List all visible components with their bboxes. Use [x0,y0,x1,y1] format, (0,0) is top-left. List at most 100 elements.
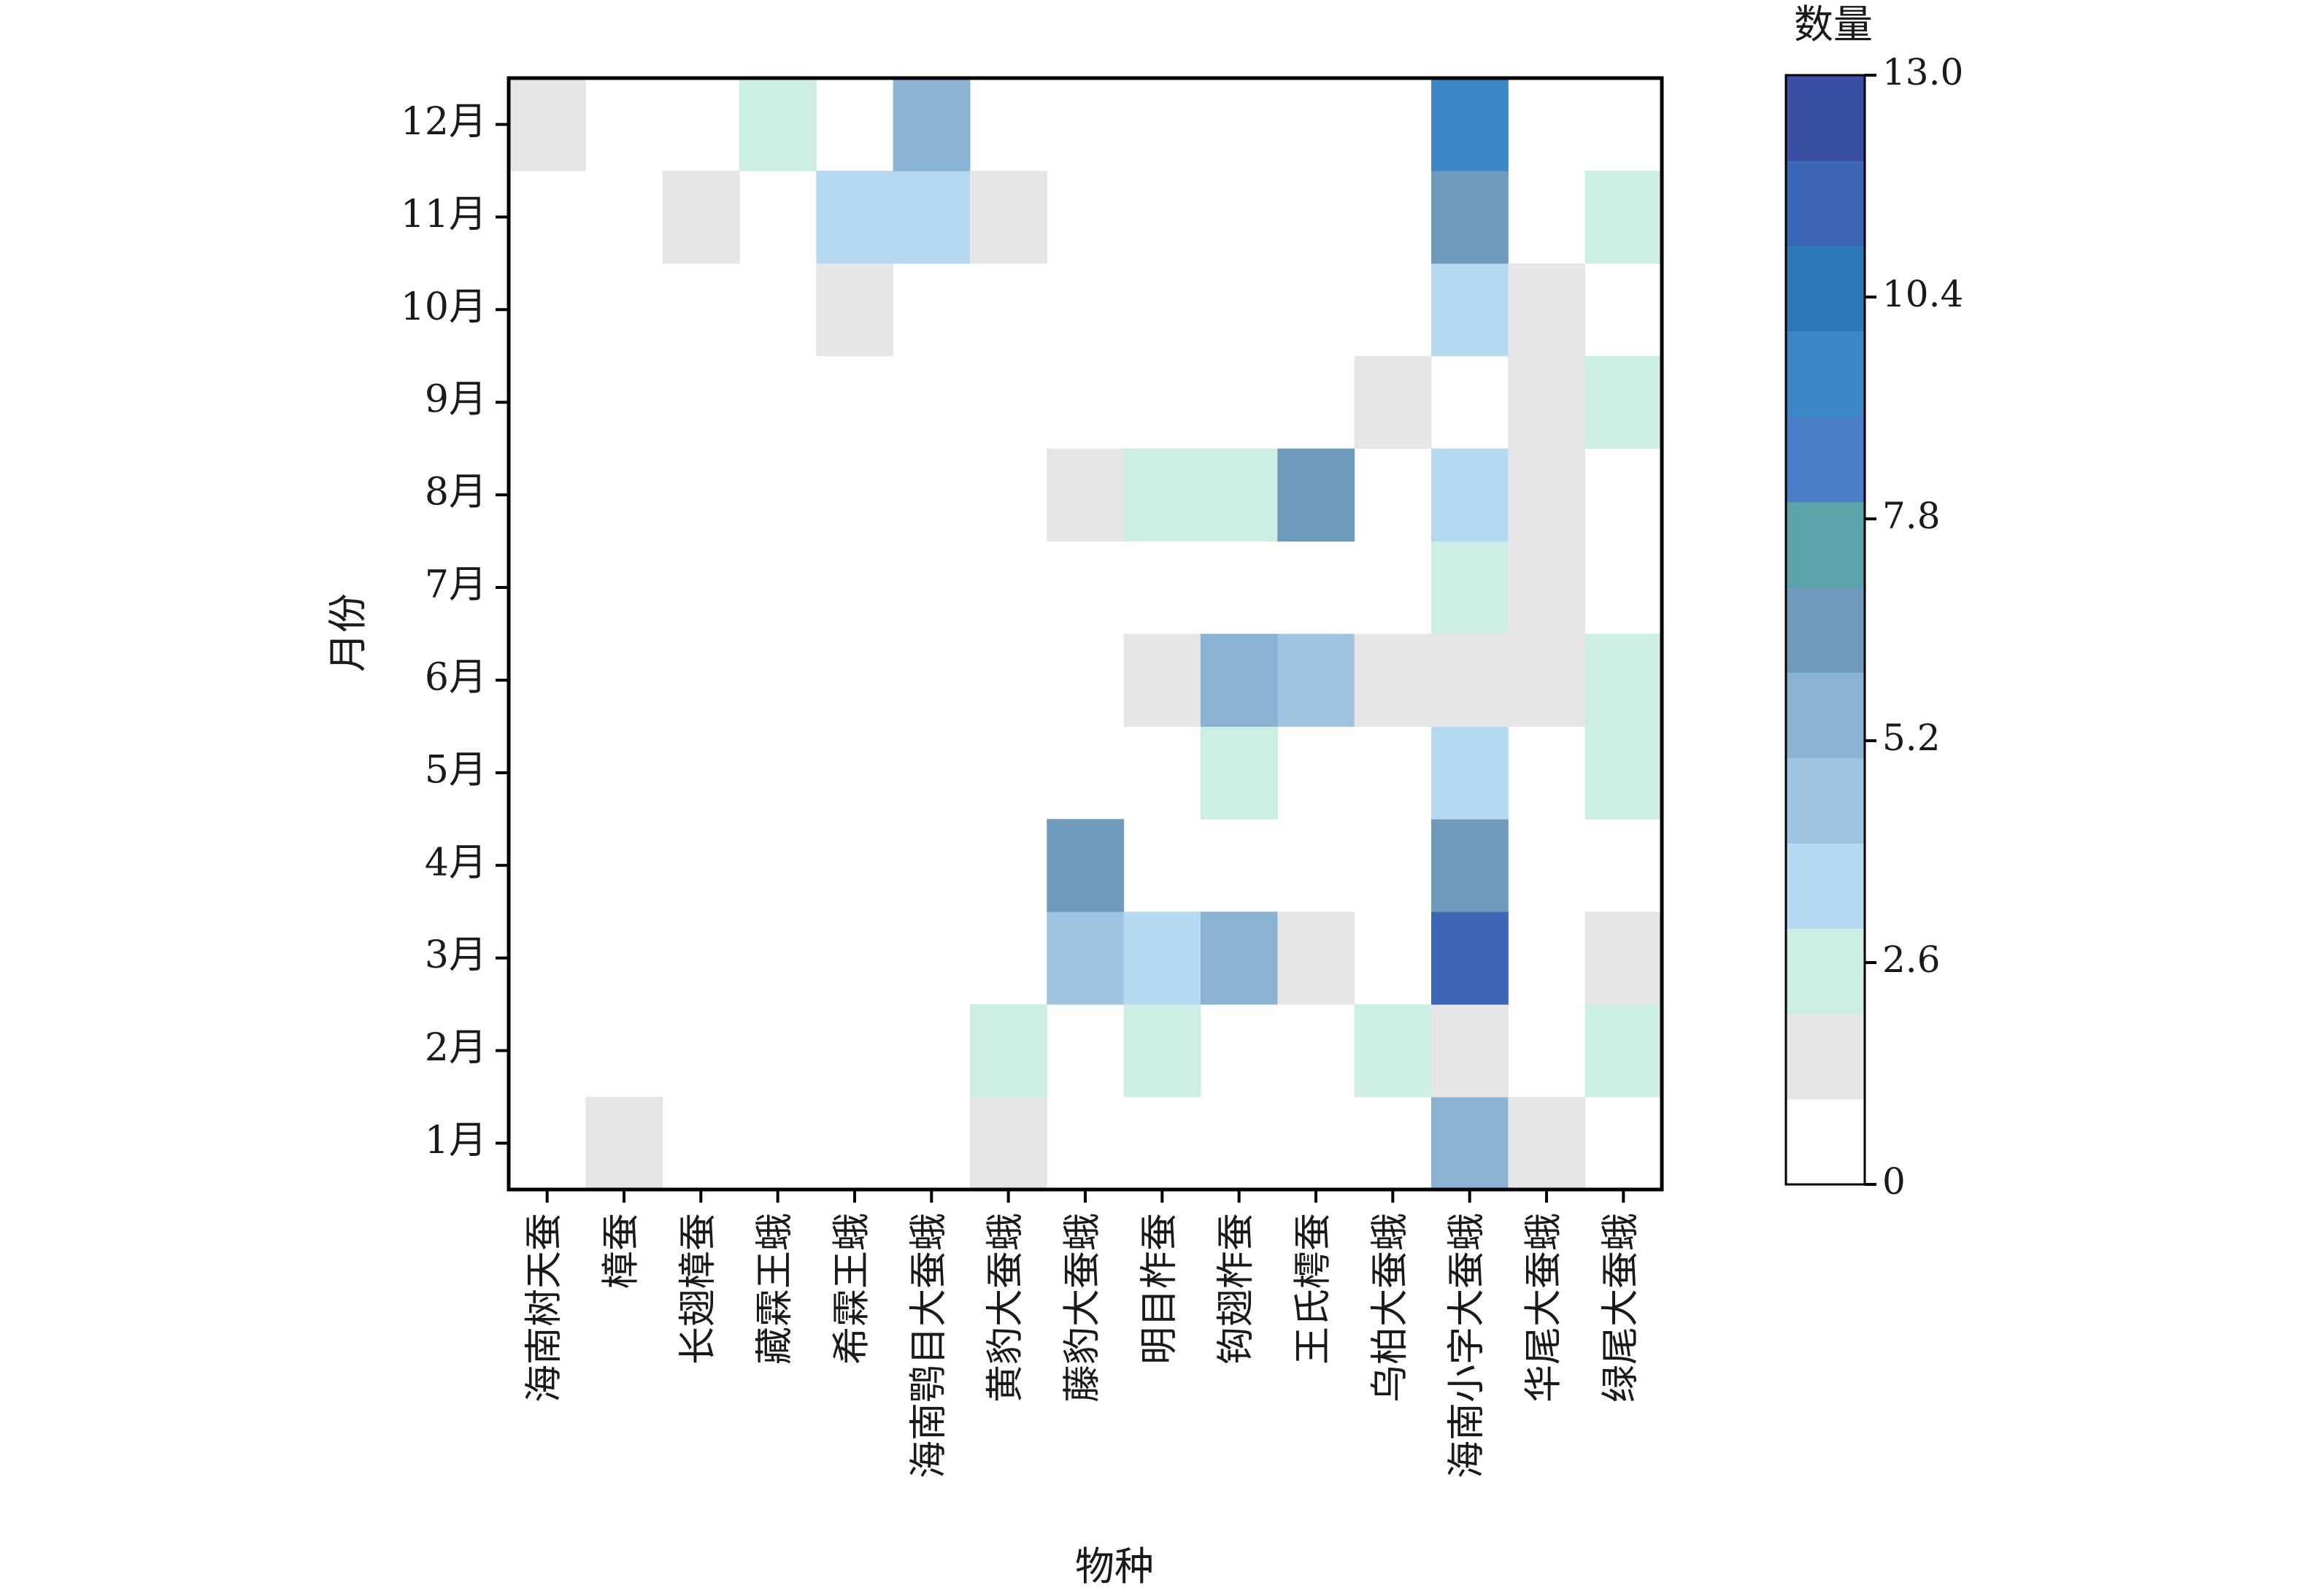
x-axis-title: 物种 [1075,1543,1154,1589]
colorbar-tick-label: 2.6 [1882,938,1941,981]
heatmap-cell [1431,448,1509,542]
heatmap-cell [1431,170,1509,264]
heatmap-cell [1431,541,1509,634]
colorbar-frame [1784,74,1866,1186]
colorbar-segment [1786,331,1865,417]
heatmap-cell [1047,448,1125,542]
x-tick-label: 乌柏大蚕蛾 [1368,1213,1412,1403]
heatmap-cell [1584,633,1663,727]
heatmap-cell [1354,1004,1432,1098]
y-tick-label: 1月 [425,1119,487,1163]
y-tick-label: 3月 [425,933,487,977]
x-tick-label: 华尾大蚕蛾 [1522,1213,1566,1403]
heatmap-cell [1201,448,1278,542]
heatmap-cell [1354,633,1432,727]
heatmap-cell [1047,911,1125,1005]
heatmap-cell [1431,1097,1509,1190]
heatmap-cell [662,170,740,264]
y-tick-label: 8月 [425,471,487,514]
heatmap-cell [893,170,971,264]
colorbar-segment [1786,928,1865,1014]
y-tick-label: 10月 [401,285,487,329]
heatmap-cell [970,1097,1047,1190]
heatmap-cell [1431,263,1509,357]
colorbar-segment [1786,1014,1865,1100]
heatmap-cell [1508,541,1586,634]
heatmap-cell [1123,448,1201,542]
x-tick-label: 海南树天蚕 [523,1213,566,1403]
heatmap-cell [1123,911,1201,1005]
heatmap-cell [1201,633,1278,727]
y-tick-label: 12月 [401,100,487,144]
colorbar-segment [1786,75,1865,161]
y-axis-title: 月份 [325,593,371,672]
y-tick-label: 11月 [401,193,487,236]
x-axis-ticks: 海南树天蚕 樟蚕 长翅樟蚕 藏霖王蛾 希霖王蛾 海南鹗目大蚕蛾 黄豹大蚕蛾 藤豹大蚕蛾 明目柞蚕… [523,1190,1643,1479]
heatmap-cell [1431,726,1509,820]
heatmap-cell [1508,448,1586,542]
heatmap-cell [1431,633,1509,727]
heatmap-cell [893,78,971,171]
heatmap-cell [1201,911,1278,1005]
x-tick-label: 海南小字大蚕蛾 [1445,1213,1489,1479]
heatmap-cell [1277,448,1355,542]
x-tick-label: 钩翅柞蚕 [1214,1213,1258,1365]
colorbar-segment [1786,843,1865,929]
heatmap-cell [1508,633,1586,727]
x-tick-label: 绿尾大蚕蛾 [1599,1213,1643,1403]
heatmap-cell [1508,1097,1586,1190]
x-tick-label: 樟蚕 [600,1213,644,1289]
colorbar-segment [1786,416,1865,503]
heatmap-cell [1431,819,1509,912]
x-tick-label: 藤豹大蚕蛾 [1061,1213,1105,1403]
colorbar-tick-label: 13.0 [1882,51,1963,93]
heatmap-cell [1123,633,1201,727]
heatmap-cells [509,78,1663,1190]
y-tick-label: 5月 [425,748,487,792]
colorbar-segment [1786,160,1865,247]
colorbar-title: 数量 [1794,1,1873,47]
heatmap-cell [1584,355,1663,450]
heatmap-cell [1584,911,1663,1005]
colorbar-segment [1786,587,1865,673]
colorbar-tick-label: 10.4 [1882,273,1963,315]
y-tick-label: 7月 [425,563,487,607]
heatmap-cell [1508,263,1586,357]
heatmap-cell [1354,355,1432,450]
heatmap-cell [1431,911,1509,1005]
heatmap-cell [1277,911,1355,1005]
y-tick-label: 2月 [425,1026,487,1070]
heatmap-cell [816,170,894,264]
x-tick-label: 海南鹗目大蚕蛾 [907,1213,951,1479]
heatmap-cell [509,78,586,171]
heatmap-cell [970,1004,1047,1098]
x-tick-label: 长翅樟蚕 [677,1213,720,1365]
heatmap-cell [739,78,817,171]
x-tick-label: 藏霖王蛾 [753,1213,797,1365]
colorbar-segment [1786,1099,1865,1185]
heatmap-cell [1431,1004,1509,1098]
colorbar-segment [1786,245,1865,332]
x-tick-label: 明目柞蚕 [1138,1213,1182,1365]
heatmap-cell [1584,1004,1663,1098]
heatmap-cell [585,1097,663,1190]
heatmap-cell [1508,355,1586,450]
y-tick-label: 4月 [425,841,487,884]
colorbar-tick-label: 0 [1882,1160,1906,1203]
heatmap-cell [1584,726,1663,820]
heatmap-cell [970,170,1047,264]
heatmap-cell [1277,633,1355,727]
y-axis-ticks: 1月 2月 3月 4月 5月 6月 7月 8月 9月 10月 11月 12月 [401,100,509,1163]
x-tick-label: 希霖王蛾 [831,1213,874,1365]
x-tick-label: 王氏樗蚕 [1292,1213,1336,1365]
heatmap-cell [1123,1004,1201,1098]
colorbar-segment [1786,672,1865,758]
heatmap-cell [1584,170,1663,264]
colorbar-tick-label: 7.8 [1882,495,1941,537]
heatmap-cell [816,263,894,357]
colorbar: 13.0 10.4 7.8 5.2 2.6 0 [1784,51,1963,1203]
y-tick-label: 9月 [425,378,487,422]
heatmap-cell [1431,78,1509,171]
colorbar-segment [1786,501,1865,588]
